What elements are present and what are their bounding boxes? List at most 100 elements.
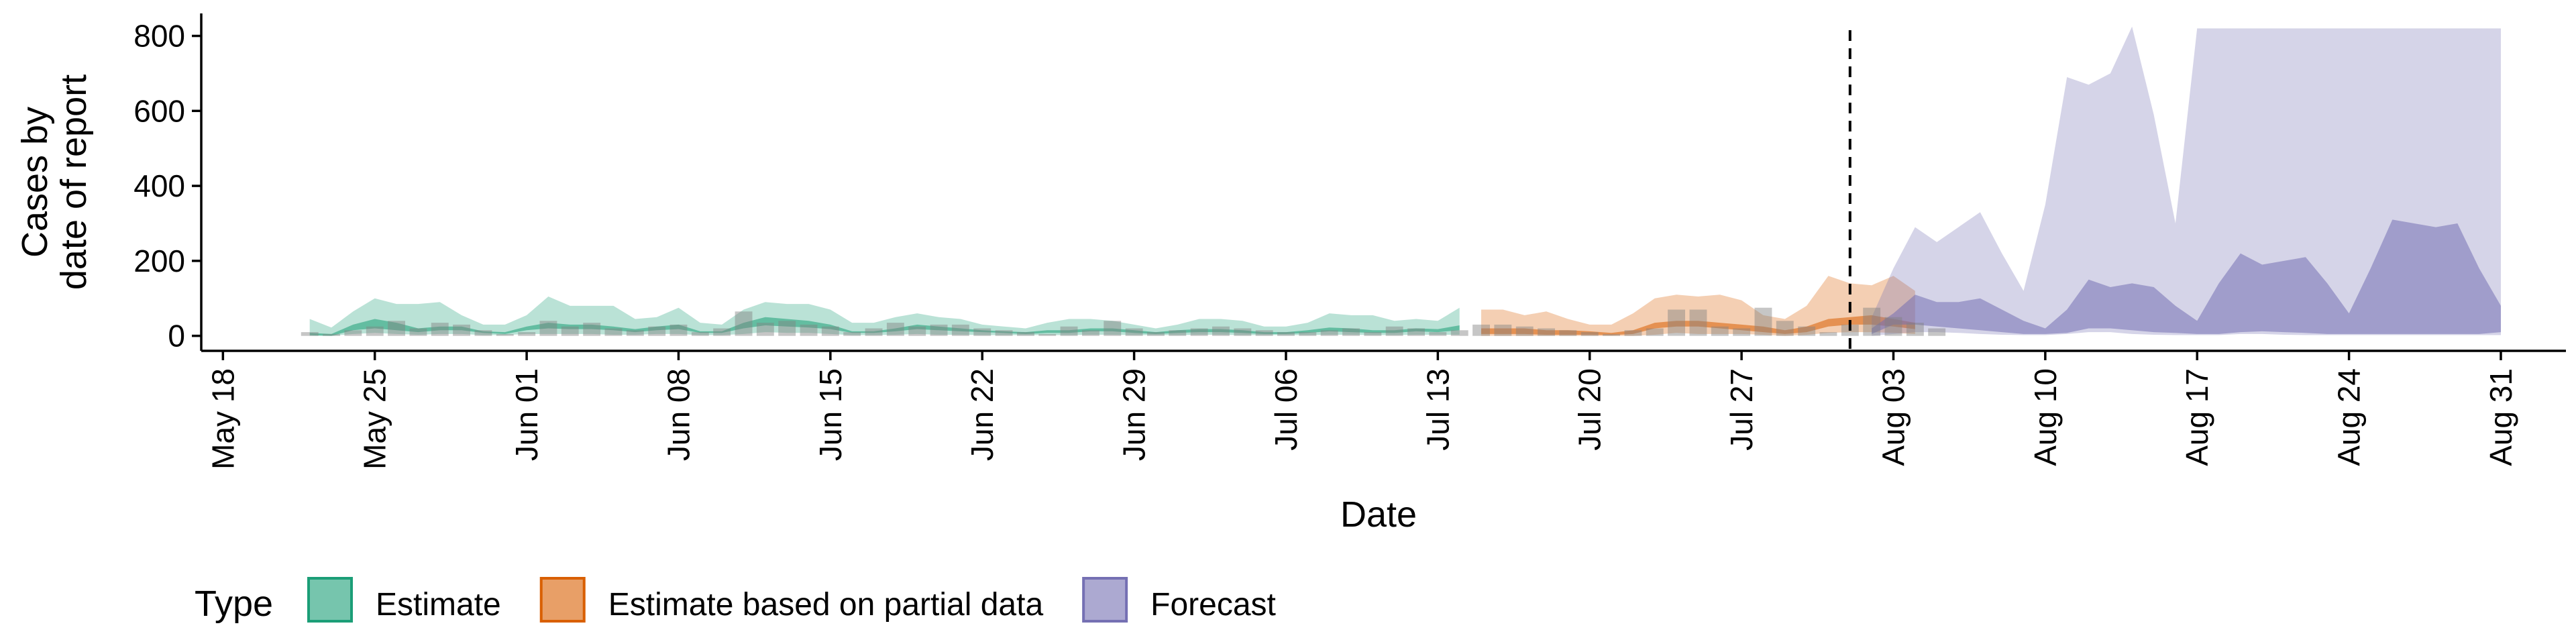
observed-bar [756, 323, 774, 336]
x-tick-label: Jun 29 [1117, 368, 1152, 461]
observed-bar [951, 324, 969, 336]
legend-swatch [1082, 577, 1128, 623]
observed-bar [539, 321, 557, 336]
observed-bar [388, 321, 405, 336]
x-tick-label: Jun 22 [965, 368, 1000, 461]
y-axis-title-line: Cases by [15, 107, 55, 258]
observed-bar [1277, 332, 1295, 336]
observed-bar [1472, 324, 1490, 336]
observed-case-bars [301, 307, 1946, 336]
series-0-band [309, 297, 1460, 336]
x-tick-label: Aug 17 [2180, 368, 2214, 466]
x-tick-label: Jun 01 [509, 368, 544, 461]
observed-bar [886, 323, 904, 336]
x-tick-label: Jun 08 [661, 368, 696, 461]
series-1-band-50 [1481, 315, 1915, 335]
observed-bar [453, 324, 470, 336]
observed-bar [1385, 326, 1403, 336]
observed-bar [496, 333, 514, 336]
observed-bar [1559, 330, 1577, 336]
observed-bar [691, 332, 709, 336]
legend-title: Type [195, 584, 273, 624]
observed-bar [1320, 330, 1338, 336]
observed-bar [1863, 307, 1881, 336]
x-tick-label: Jun 15 [813, 368, 848, 461]
observed-bar [1082, 330, 1099, 336]
observed-bar [409, 328, 427, 336]
x-tick-label: Aug 10 [2028, 368, 2063, 466]
observed-bar [1450, 330, 1468, 336]
observed-bar [1776, 321, 1794, 336]
series-1-band [1481, 276, 1915, 336]
observed-bar [1754, 307, 1772, 336]
x-axis-title: Date [1340, 494, 1417, 535]
observed-bar [1255, 330, 1273, 336]
y-tick-label: 600 [133, 93, 185, 128]
observed-bar [1125, 328, 1143, 336]
observed-bar [561, 326, 579, 336]
legend-label: Estimate [376, 587, 501, 623]
observed-bar [583, 323, 601, 336]
x-tick-label: Aug 24 [2332, 368, 2367, 466]
observed-bar [1038, 333, 1057, 336]
observed-bar [1017, 332, 1034, 336]
x-tick-label: May 18 [205, 368, 240, 470]
observed-bar [735, 311, 753, 336]
observed-bar [865, 328, 883, 336]
observed-bar [1342, 328, 1360, 336]
observed-bar [1190, 328, 1208, 336]
observed-bar [1538, 328, 1555, 336]
series-2-band-50 [1872, 219, 2501, 334]
observed-bar [1429, 332, 1447, 336]
observed-bar [1668, 309, 1685, 336]
observed-bar [1689, 309, 1707, 336]
observed-bar [1104, 321, 1122, 336]
axes: 0 200 400 600 800 May 18 May 25 Jun 01 Jun 08 Jun… [133, 13, 2566, 470]
series-0-band-50 [309, 317, 1460, 336]
x-tick-label: Aug 31 [2483, 368, 2518, 466]
observed-bar [604, 328, 623, 336]
observed-bar [1515, 326, 1534, 336]
x-tick-label: May 25 [358, 368, 392, 470]
observed-bar [431, 323, 449, 336]
observed-bar [1580, 332, 1599, 336]
observed-bar [800, 324, 818, 336]
observed-bar [1646, 328, 1664, 336]
observed-bar [323, 333, 340, 336]
legend-label: Forecast [1150, 587, 1276, 623]
legend: Type Estimate Estimate based on partial d… [195, 577, 1276, 624]
observed-bar [1212, 326, 1230, 336]
observed-bar [1624, 330, 1642, 336]
observed-bar [518, 332, 536, 336]
observed-bar [1884, 317, 1902, 336]
observed-bar [1733, 328, 1751, 336]
observed-bar [648, 326, 666, 336]
legend-swatch [307, 577, 353, 623]
observed-bar [301, 332, 319, 336]
y-tick-label: 800 [133, 19, 185, 54]
observed-bar [1299, 332, 1317, 336]
series-bands [309, 26, 2501, 336]
observed-bar [1407, 328, 1425, 336]
observed-bar [1364, 332, 1382, 336]
x-tick-label: Aug 03 [1876, 368, 1911, 466]
x-tick-label: Jul 06 [1269, 368, 1303, 451]
observed-bar [930, 324, 948, 336]
y-tick-label: 400 [133, 168, 185, 203]
observed-bar [366, 326, 384, 336]
y-axis-title-line: date of report [54, 74, 94, 290]
observed-bar [713, 328, 731, 336]
legend-swatch [539, 577, 586, 623]
observed-bar [843, 332, 861, 336]
observed-bar [1060, 326, 1078, 336]
observed-bar [344, 330, 362, 336]
y-tick-label: 200 [133, 244, 185, 278]
observed-bar [474, 330, 492, 336]
observed-bar [1169, 330, 1187, 336]
series-2-band-90 [1872, 26, 2501, 336]
observed-bar [1798, 326, 1816, 336]
observed-bar [1603, 333, 1620, 336]
series-1-band-90 [1481, 276, 1915, 336]
